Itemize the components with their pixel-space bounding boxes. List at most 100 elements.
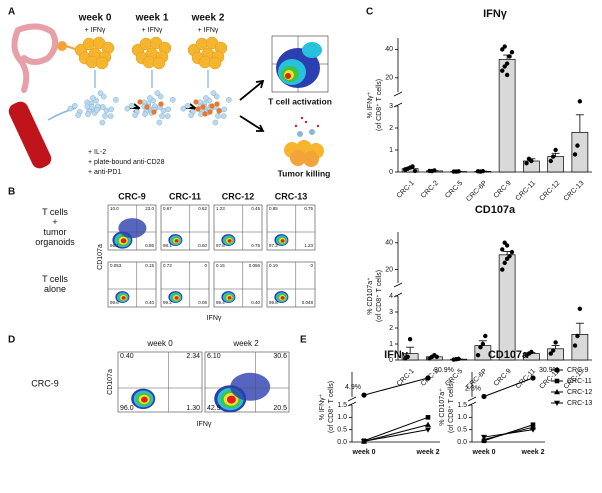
data-point [548, 351, 553, 356]
tissue [57, 41, 67, 51]
data-point [407, 337, 413, 342]
density [280, 296, 285, 300]
series-line [363, 416, 429, 442]
killing-art [284, 116, 324, 167]
density [302, 42, 322, 58]
t-cell [159, 113, 165, 119]
data-point [410, 164, 415, 169]
x-tick-label: CRC-9 [493, 180, 513, 200]
y-tick-label: 2 [389, 125, 393, 132]
chart-title: CD107a [488, 349, 529, 361]
activated-cell [214, 101, 220, 107]
organoid-cell [152, 56, 166, 70]
panel-label: B [8, 187, 15, 198]
y-tick-label: 0.0 [457, 439, 467, 446]
quadrant-value: 0.056 [249, 263, 261, 268]
t-cell [124, 105, 131, 112]
activated-cell [193, 99, 199, 105]
row-label: T cells [42, 274, 68, 284]
series-marker [530, 427, 536, 433]
y-tick-label: 2 [389, 325, 393, 332]
y-axis-label-line: % CD107a⁺ [367, 277, 374, 315]
activated-cell [151, 109, 157, 115]
density [226, 395, 236, 404]
y-tick-label: 1.0 [457, 414, 467, 421]
t-cell [221, 106, 228, 113]
t-cell [164, 113, 171, 119]
data-point [572, 152, 578, 157]
data-point [504, 61, 510, 66]
t-cell [102, 113, 108, 119]
density [227, 296, 232, 300]
legend-marker [554, 400, 560, 406]
data-point [575, 333, 580, 339]
y-tick-label: 0 [389, 169, 393, 176]
y-axis-label: % CD107a⁺ (of CD8⁺ T cells) [439, 381, 455, 433]
density [280, 239, 285, 243]
quadrant-value: 0.60 [198, 243, 207, 248]
t-cell [113, 97, 119, 103]
data-label: 2.8% [465, 385, 481, 392]
density [120, 238, 127, 244]
quadrant-value: 66.1 [110, 243, 119, 248]
t-cell [226, 97, 232, 103]
data-point [480, 341, 486, 347]
t-cell [184, 102, 191, 109]
quadrant-value: 30.6 [273, 353, 287, 360]
t-cell [94, 107, 100, 113]
culture-label: + IL-2 [88, 149, 106, 156]
quadrant-value: 0.40 [145, 300, 154, 305]
column-label: CRC-9 [118, 191, 146, 201]
y-tick-label: 1.0 [337, 414, 347, 421]
arrow [239, 79, 265, 101]
data-point [480, 168, 486, 174]
y-tick-label: 0.5 [457, 427, 467, 434]
row-label: CRC-9 [31, 378, 59, 388]
organoid-cell [95, 56, 109, 70]
t-cell [165, 106, 172, 113]
data-point [434, 354, 439, 359]
t-cell [100, 104, 106, 110]
axis-break [393, 282, 403, 298]
quadrant-value: 10.0 [110, 206, 119, 211]
week-label: week 1 [135, 13, 169, 24]
data-point [483, 333, 488, 339]
column-label: CRC-13 [275, 191, 308, 201]
series-marker [481, 393, 487, 400]
quadrant-value: 97.6 [216, 243, 225, 248]
y-tick-label: 4 [389, 293, 393, 300]
data-point [553, 340, 558, 345]
y-axis-label-line: (of CD8⁺ T cells) [376, 270, 383, 322]
y-axis-label: % IFNγ⁺ (of CD8⁺ T cells) [367, 79, 383, 131]
t-cell [90, 95, 96, 101]
axis-break [393, 91, 403, 108]
week-label: week 0 [78, 13, 112, 24]
x-tick-label: week 2 [521, 449, 545, 456]
data-point [500, 267, 505, 272]
row-label: + [52, 217, 57, 227]
quadrant-value: 1.23 [304, 243, 313, 248]
quadrant-value: 99.2 [163, 300, 172, 305]
quadrant-value: 0 [204, 263, 207, 268]
data-point [507, 54, 512, 59]
quadrant-value: 6.10 [207, 353, 221, 360]
series-line [363, 377, 429, 396]
t-cell [170, 97, 176, 103]
series-line [363, 424, 429, 442]
data-point [502, 44, 507, 49]
x-tick-label: CRC-1 [396, 368, 416, 388]
arrow [47, 107, 77, 121]
quadrant-value: 0.86 [145, 243, 154, 248]
y-axis-label-line: (of CD8⁺ T cells) [328, 381, 335, 433]
t-cell [210, 90, 217, 96]
t-cell [84, 103, 91, 110]
x-tick-label: week 0 [472, 449, 496, 456]
data-point [572, 343, 578, 348]
y-axis-label: % IFNγ⁺ (of CD8⁺ T cells) [319, 381, 335, 433]
outcome-label: Tumor killing [278, 168, 331, 178]
chart-title: IFNγ [384, 349, 409, 361]
y-tick-label: 20 [385, 266, 393, 273]
data-point [502, 260, 507, 266]
series-line [483, 429, 534, 438]
